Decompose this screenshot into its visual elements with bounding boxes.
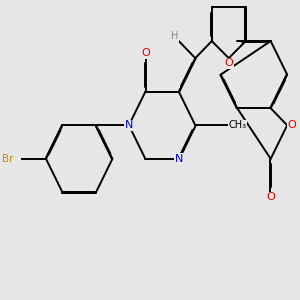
Text: N: N — [175, 154, 183, 164]
Text: CH₃: CH₃ — [229, 120, 247, 130]
Text: O: O — [224, 58, 233, 68]
Text: O: O — [141, 48, 150, 58]
Text: Br: Br — [2, 154, 13, 164]
Text: O: O — [287, 120, 296, 130]
Text: O: O — [266, 192, 275, 203]
Text: H: H — [171, 31, 179, 41]
Text: N: N — [125, 120, 133, 130]
